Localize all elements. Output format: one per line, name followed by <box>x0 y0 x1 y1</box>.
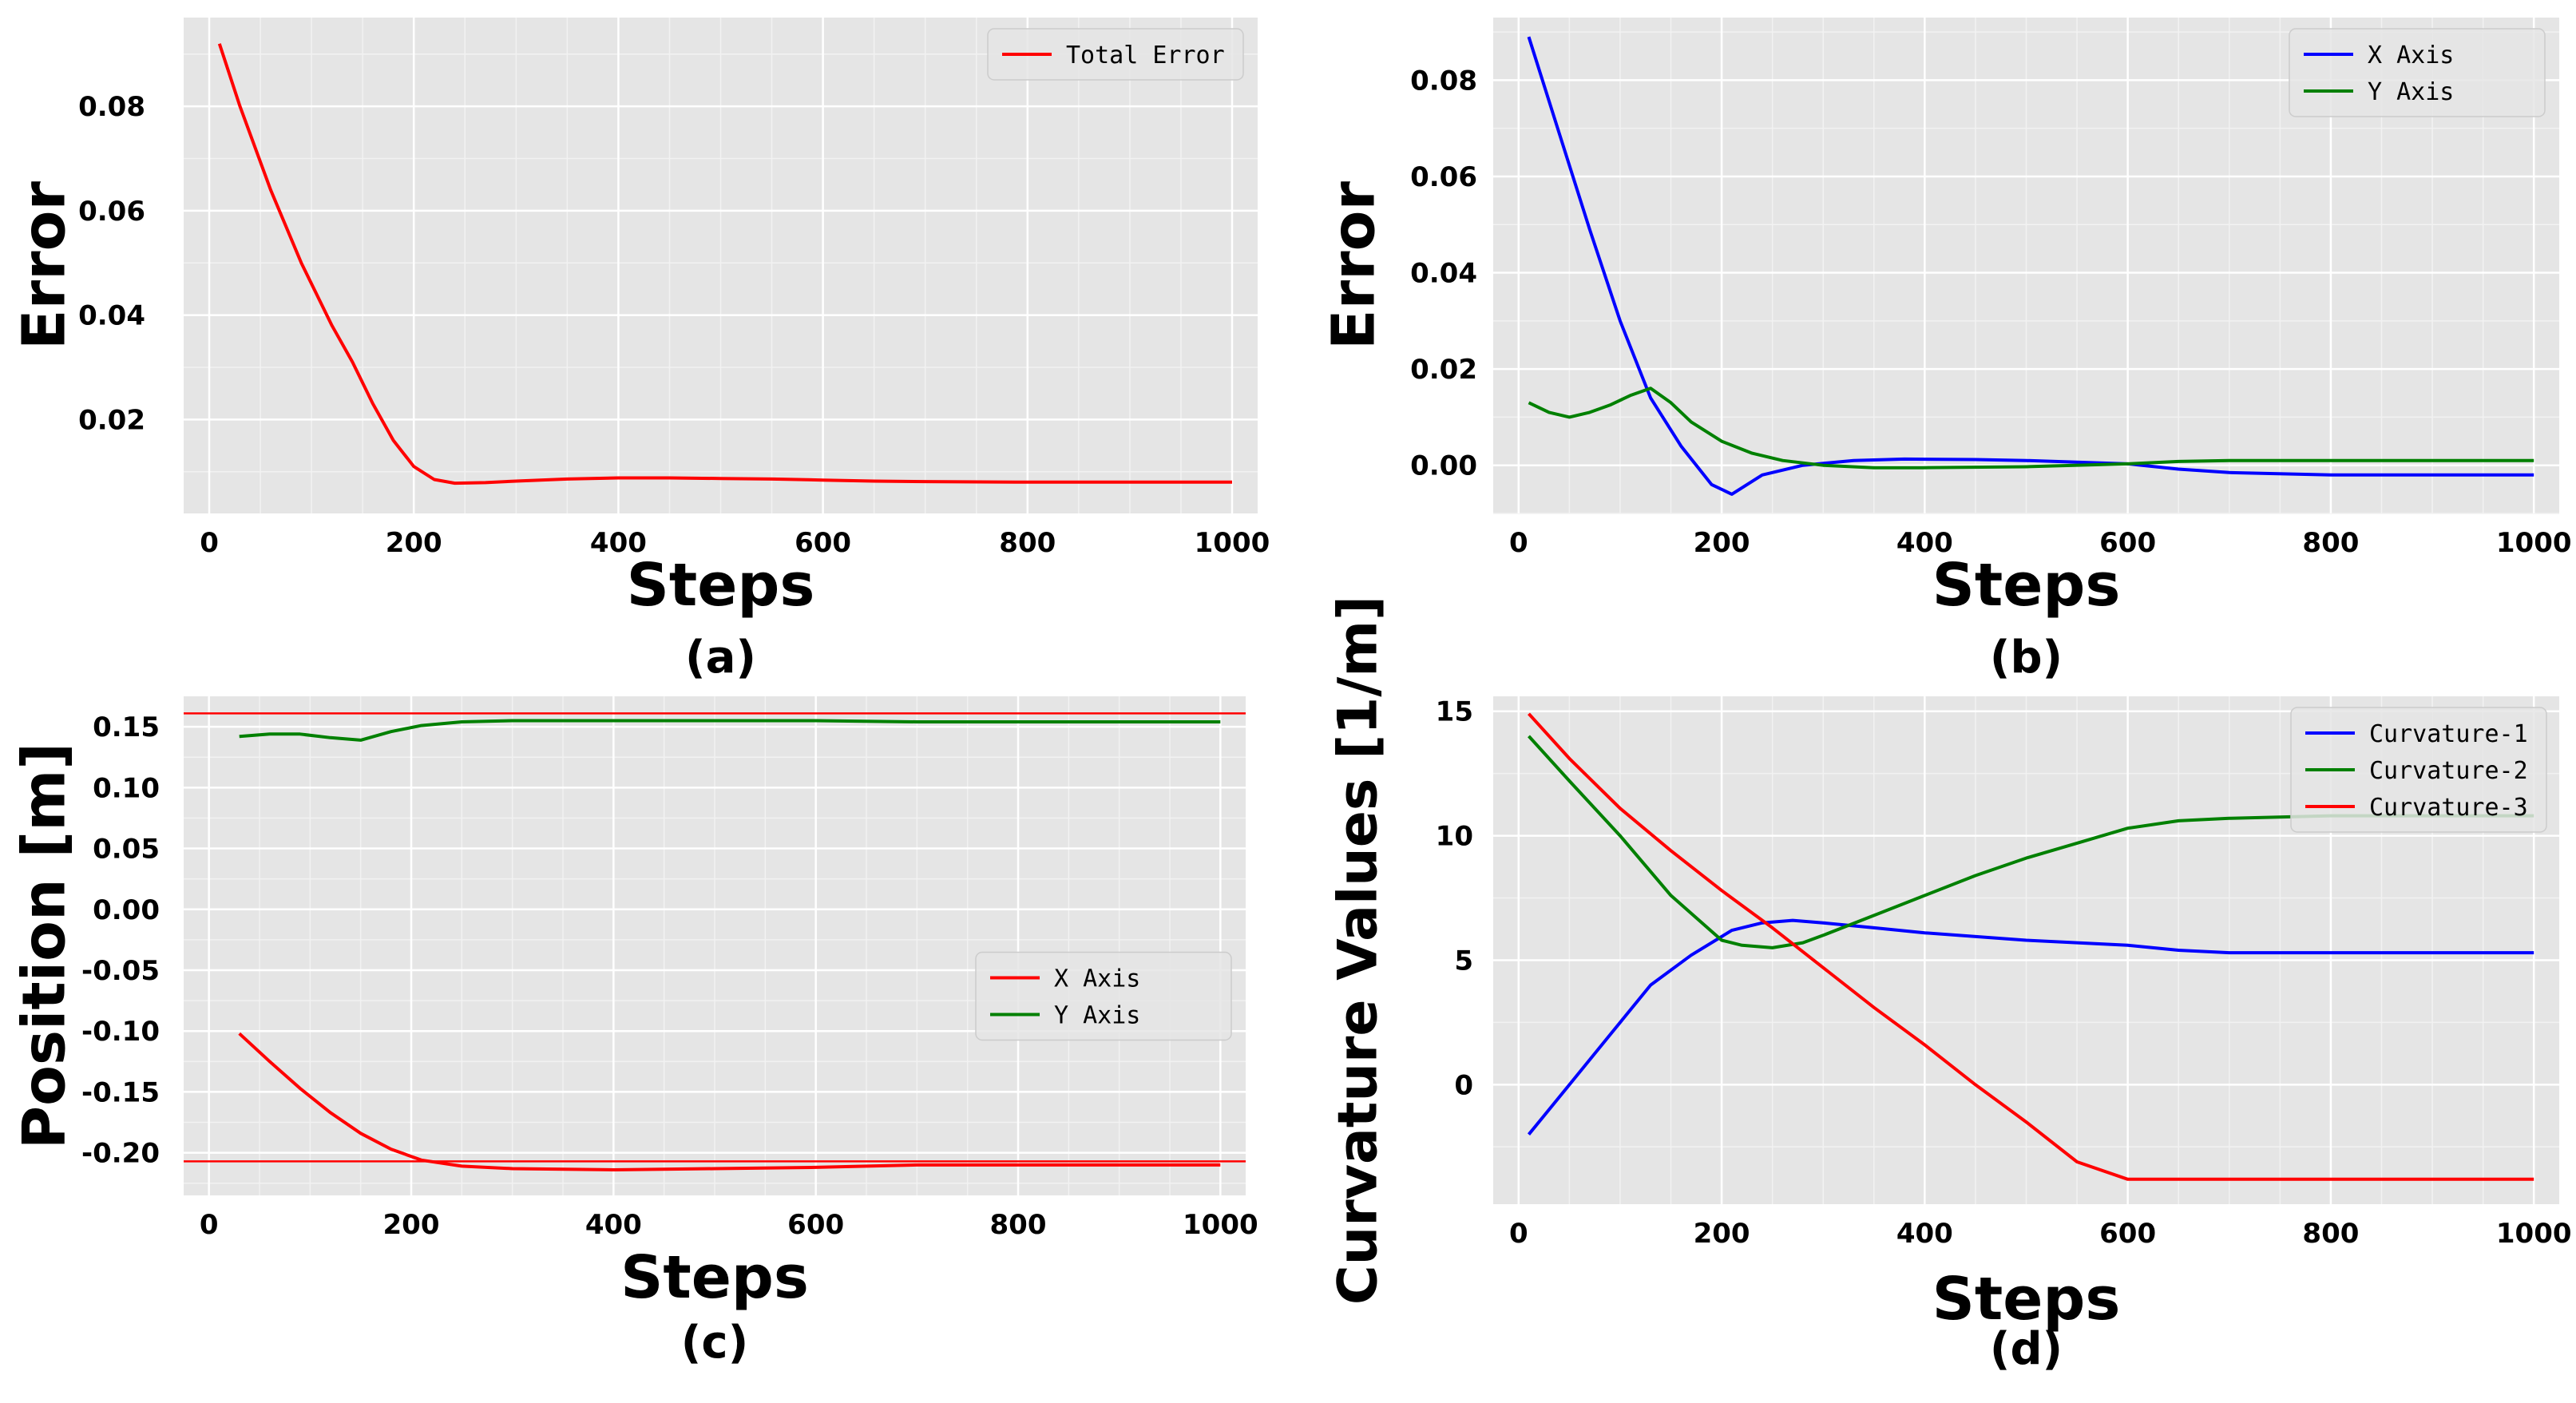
x-tick-label: 1000 <box>1195 527 1270 559</box>
series-line-curvature-3 <box>1528 712 2534 1181</box>
legend-label: X Axis <box>1054 965 1140 993</box>
panel-caption: (c) <box>681 1317 748 1369</box>
y-tick-label: 0.00 <box>93 894 160 926</box>
legend-label: Curvature-2 <box>2369 757 2528 785</box>
y-axis-title: Curvature Values [1/m] <box>1327 596 1390 1305</box>
y-tick-label: 0.00 <box>1410 450 1477 482</box>
x-tick-label: 1000 <box>1183 1209 1258 1241</box>
y-tick-label: 0.08 <box>1410 65 1477 97</box>
y-tick-label: -0.05 <box>81 955 160 987</box>
y-tick-label: 15 <box>1436 696 1473 728</box>
x-tick-label: 200 <box>386 527 442 559</box>
x-axis-title: Steps <box>1932 551 2121 620</box>
y-tick-label: 0.15 <box>93 711 160 743</box>
panel-caption: (d) <box>1990 1323 2063 1375</box>
x-tick-label: 0 <box>1509 527 1528 559</box>
y-tick-label: 0.02 <box>78 404 145 436</box>
legend-label: X Axis <box>2368 42 2454 69</box>
y-axis-title: Error <box>1320 181 1389 350</box>
legend-label: Curvature-3 <box>2369 794 2528 822</box>
x-tick-label: 0 <box>1509 1218 1528 1250</box>
series-line-y-axis <box>239 719 1221 742</box>
x-tick-label: 1000 <box>2496 1218 2572 1250</box>
y-tick-label: 0.08 <box>78 91 145 123</box>
x-tick-label: 1000 <box>2496 527 2572 559</box>
x-tick-label: 800 <box>999 527 1056 559</box>
legend: Curvature-1 Curvature-2 Curvature-3 <box>2290 707 2547 833</box>
x-tick-label: 400 <box>590 527 647 559</box>
y-tick-label: 0.05 <box>93 834 160 866</box>
x-tick-label: 600 <box>795 527 851 559</box>
series-line-y-axis <box>1528 386 2534 470</box>
x-tick-label: 400 <box>1896 1218 1953 1250</box>
y-tick-label: 0.06 <box>78 196 145 228</box>
y-tick-label: -0.15 <box>81 1076 160 1108</box>
legend-label: Y Axis <box>1054 1002 1140 1030</box>
series-line-curvature-2 <box>1528 735 2534 949</box>
legend: Total Error <box>987 28 1244 81</box>
x-tick-label: 0 <box>200 527 219 559</box>
y-tick-label: -0.10 <box>81 1016 160 1048</box>
y-tick-label: 0.04 <box>78 300 145 332</box>
legend-label: Curvature-1 <box>2369 720 2528 748</box>
x-tick-label: 600 <box>787 1209 844 1241</box>
legend: X Axis Y Axis <box>975 951 1232 1041</box>
legend: X Axis Y Axis <box>2289 28 2546 117</box>
y-axis-title: Position [m] <box>10 743 79 1149</box>
x-tick-label: 400 <box>585 1209 642 1241</box>
y-tick-label: 0.06 <box>1410 161 1477 193</box>
panel-caption: (a) <box>685 632 756 684</box>
panel-caption: (b) <box>1990 632 2063 684</box>
x-tick-label: 200 <box>383 1209 440 1241</box>
x-tick-label: 400 <box>1896 527 1953 559</box>
y-tick-label: 10 <box>1436 821 1473 853</box>
x-tick-label: 600 <box>2099 1218 2156 1250</box>
series-line-total-error <box>217 43 1232 486</box>
legend-label: Y Axis <box>2368 78 2454 106</box>
series-line-x-axis <box>1527 36 2534 496</box>
y-tick-label: 0.04 <box>1410 258 1477 290</box>
x-tick-label: 200 <box>1694 527 1750 559</box>
legend-frame <box>987 28 1244 81</box>
panel-b: 0 200 400 600 800 1000 0.00 0.02 0.04 0.06 0.08 Ste… <box>1320 18 2572 684</box>
y-tick-label: 0.10 <box>93 772 160 804</box>
y-tick-label: 0.02 <box>1410 354 1477 386</box>
y-tick-label: 5 <box>1454 945 1473 977</box>
y-axis-title: Error <box>10 181 79 350</box>
x-axis-title: Steps <box>1932 1265 2121 1334</box>
x-tick-label: 200 <box>1694 1218 1750 1250</box>
legend-frame <box>2290 707 2547 833</box>
x-axis-title: Steps <box>627 551 815 620</box>
panel-a: 0 200 400 600 800 1000 0.02 0.04 0.06 0.08 Steps Er… <box>10 18 1270 684</box>
legend-label: Total Error <box>1066 42 1225 69</box>
y-tick-label: -0.20 <box>81 1138 160 1170</box>
x-tick-label: 800 <box>2302 527 2359 559</box>
legend-frame <box>2289 28 2546 117</box>
y-tick-label: 0 <box>1454 1069 1473 1101</box>
x-tick-label: 800 <box>990 1209 1047 1241</box>
panel-d: 0 200 400 600 800 1000 0 5 10 15 Steps Curvature Va… <box>1327 596 2572 1375</box>
x-axis-title: Steps <box>620 1243 809 1312</box>
legend-frame <box>975 951 1232 1041</box>
x-tick-label: 800 <box>2302 1218 2359 1250</box>
panel-c: 0 200 400 600 800 1000 -0.20 -0.15 -0.10 -0.05 0.0… <box>10 696 1258 1369</box>
x-tick-label: 600 <box>2099 527 2156 559</box>
series-line-x-axis <box>238 1032 1221 1171</box>
x-tick-label: 0 <box>200 1209 219 1241</box>
